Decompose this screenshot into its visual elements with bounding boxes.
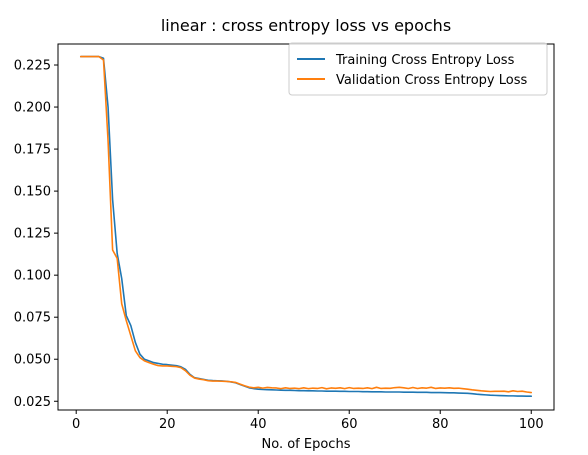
x-axis-ticks: 0 20 40 60 80 100 bbox=[72, 410, 544, 432]
y-tick-label: 0.175 bbox=[14, 143, 51, 158]
y-tick-label: 0.050 bbox=[14, 353, 51, 368]
legend-label-validation: Validation Cross Entropy Loss bbox=[336, 73, 527, 88]
plot-area bbox=[79, 55, 533, 398]
legend-label-training: Training Cross Entropy Loss bbox=[335, 53, 515, 68]
y-tick-label: 0.225 bbox=[14, 59, 51, 74]
x-tick-label: 60 bbox=[341, 417, 358, 432]
y-tick-label: 0.075 bbox=[14, 311, 51, 326]
y-axis-ticks: 0.025 0.050 0.075 0.100 0.125 0.150 0.175 0.200… bbox=[14, 59, 58, 410]
y-tick-label: 0.025 bbox=[14, 395, 51, 410]
chart-title: linear : cross entropy loss vs epochs bbox=[161, 16, 451, 35]
y-tick-label: 0.200 bbox=[14, 101, 51, 116]
x-tick-label: 20 bbox=[159, 417, 176, 432]
y-tick-label: 0.125 bbox=[14, 227, 51, 242]
series-line-validation bbox=[79, 55, 533, 394]
x-axis-label: No. of Epochs bbox=[262, 437, 351, 452]
y-tick-label: 0.150 bbox=[14, 185, 51, 200]
x-tick-label: 0 bbox=[72, 417, 80, 432]
x-tick-label: 80 bbox=[432, 417, 449, 432]
legend: Training Cross Entropy Loss Validation C… bbox=[288, 42, 548, 96]
y-tick-label: 0.100 bbox=[14, 269, 51, 284]
legend-box bbox=[288, 42, 548, 96]
x-tick-label: 100 bbox=[519, 417, 544, 432]
x-tick-label: 40 bbox=[250, 417, 267, 432]
series-line-training bbox=[79, 55, 533, 398]
